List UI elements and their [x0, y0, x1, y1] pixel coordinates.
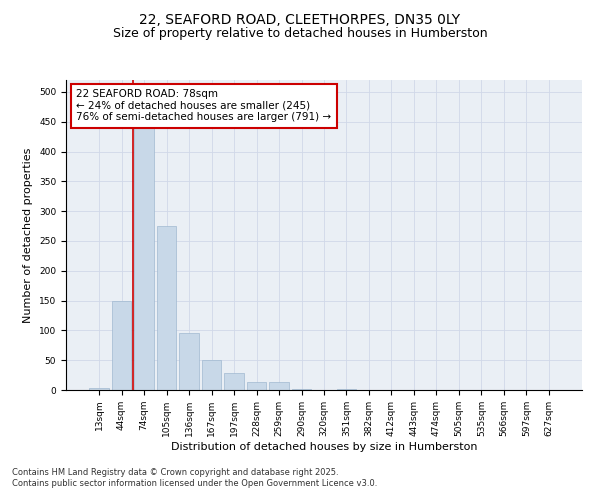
Text: 22 SEAFORD ROAD: 78sqm
← 24% of detached houses are smaller (245)
76% of semi-de: 22 SEAFORD ROAD: 78sqm ← 24% of detached…	[76, 90, 331, 122]
Text: Size of property relative to detached houses in Humberston: Size of property relative to detached ho…	[113, 28, 487, 40]
Y-axis label: Number of detached properties: Number of detached properties	[23, 148, 34, 322]
Text: Contains HM Land Registry data © Crown copyright and database right 2025.
Contai: Contains HM Land Registry data © Crown c…	[12, 468, 377, 487]
Bar	[134, 116, 154, 390]
Bar	[157, 226, 176, 390]
Bar	[269, 382, 289, 390]
Bar	[202, 360, 221, 390]
Bar	[179, 334, 199, 390]
X-axis label: Distribution of detached houses by size in Humberston: Distribution of detached houses by size …	[171, 442, 477, 452]
Bar	[89, 388, 109, 390]
Bar	[224, 374, 244, 390]
Bar	[112, 300, 131, 390]
Bar	[247, 382, 266, 390]
Text: 22, SEAFORD ROAD, CLEETHORPES, DN35 0LY: 22, SEAFORD ROAD, CLEETHORPES, DN35 0LY	[139, 12, 461, 26]
